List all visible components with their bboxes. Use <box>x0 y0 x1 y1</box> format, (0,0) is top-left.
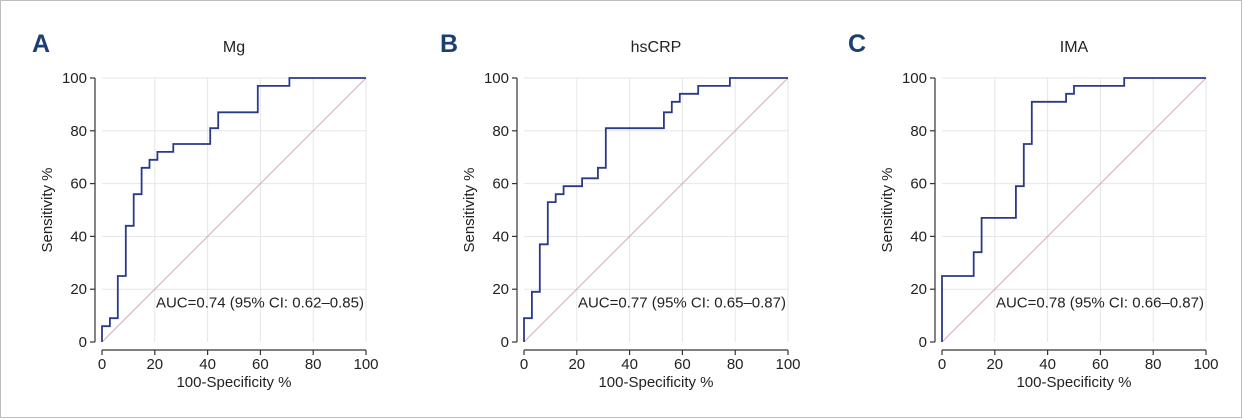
y-tick-label: 80 <box>70 123 87 140</box>
y-tick-label: 80 <box>492 123 509 140</box>
x-axis-label: 100-Specificity % <box>176 374 291 391</box>
auc-annotation: AUC=0.74 (95% CI: 0.62–0.85) <box>156 295 364 312</box>
y-tick-label: 100 <box>484 70 509 87</box>
auc-annotation: AUC=0.78 (95% CI: 0.66–0.87) <box>996 295 1204 312</box>
y-tick-label: 60 <box>70 176 87 193</box>
x-tick-label: 60 <box>252 356 269 373</box>
x-tick-label: 100 <box>1193 356 1218 373</box>
reference-diagonal <box>523 77 789 343</box>
x-tick-label: 20 <box>146 356 163 373</box>
panel-letter-c: C <box>848 30 867 58</box>
y-tick-label: 40 <box>492 228 509 245</box>
reference-diagonal <box>941 77 1207 343</box>
x-tick-label: 100 <box>353 356 378 373</box>
chart-title: hsCRP <box>631 39 682 56</box>
roc-curve <box>941 77 1206 342</box>
x-tick-label: 0 <box>98 356 106 373</box>
roc-panel-c: 0 20 40 60 80 100 0 20 40 60 80 100 IMA 100-Specifici… <box>879 39 1219 391</box>
y-tick-label: 40 <box>70 228 87 245</box>
y-tick-label: 100 <box>62 70 87 87</box>
x-tick-label: 40 <box>621 356 638 373</box>
x-tick-label: 100 <box>775 356 800 373</box>
y-tick-label: 100 <box>902 70 927 87</box>
y-tick-label: 20 <box>70 281 87 298</box>
auc-annotation: AUC=0.77 (95% CI: 0.65–0.87) <box>578 295 786 312</box>
x-tick-label: 60 <box>674 356 691 373</box>
x-tick-label: 80 <box>727 356 744 373</box>
panel-letter-a: A <box>32 30 51 58</box>
x-axis-label: 100-Specificity % <box>598 374 713 391</box>
roc-panel-a: 0 20 40 60 80 100 0 20 40 60 80 100 Mg 100-Specificit… <box>39 39 379 391</box>
y-tick-label: 20 <box>492 281 509 298</box>
x-tick-label: 80 <box>1145 356 1162 373</box>
x-tick-label: 80 <box>305 356 322 373</box>
reference-diagonal <box>101 77 367 343</box>
y-tick-label: 0 <box>501 334 509 351</box>
y-tick-label: 0 <box>919 334 927 351</box>
y-tick-label: 60 <box>492 176 509 193</box>
y-tick-label: 20 <box>910 281 927 298</box>
x-tick-label: 0 <box>520 356 528 373</box>
chart-title: Mg <box>223 39 245 56</box>
panel-letter-b: B <box>440 30 459 58</box>
x-tick-label: 60 <box>1092 356 1109 373</box>
y-tick-label: 80 <box>910 123 927 140</box>
x-tick-label: 0 <box>938 356 946 373</box>
y-tick-label: 0 <box>79 334 87 351</box>
y-tick-label: 60 <box>910 176 927 193</box>
roc-curve <box>523 77 788 342</box>
chart-title: IMA <box>1060 39 1089 56</box>
x-axis-label: 100-Specificity % <box>1016 374 1131 391</box>
y-tick-label: 40 <box>910 228 927 245</box>
x-tick-label: 20 <box>568 356 585 373</box>
y-axis-label: Sensitivity % <box>461 167 478 252</box>
roc-panel-b: 0 20 40 60 80 100 0 20 40 60 80 100 hsCRP 100-Specifi… <box>461 39 801 391</box>
x-tick-label: 40 <box>199 356 216 373</box>
y-axis-label: Sensitivity % <box>879 167 896 252</box>
y-axis-label: Sensitivity % <box>39 167 56 252</box>
x-tick-label: 40 <box>1039 356 1056 373</box>
roc-curve <box>101 77 366 342</box>
x-tick-label: 20 <box>986 356 1003 373</box>
